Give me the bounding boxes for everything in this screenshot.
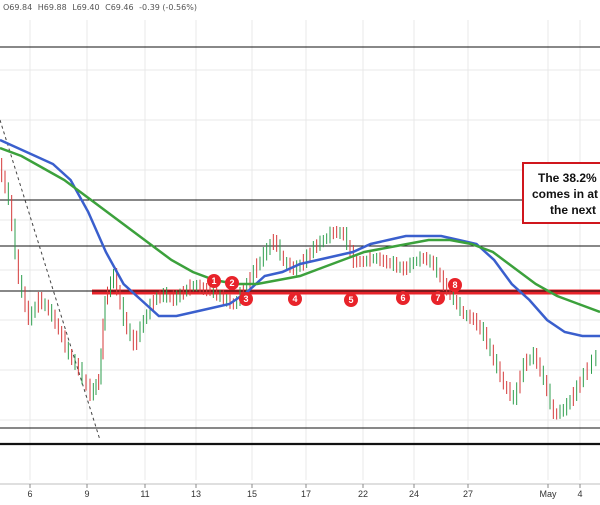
- x-tick-label: 13: [191, 489, 201, 499]
- touch-marker-3: 3: [239, 292, 253, 306]
- touch-marker-dot: [344, 293, 358, 307]
- callout-line-2: comes in at: [532, 187, 598, 201]
- touch-marker-label: 6: [400, 293, 405, 303]
- touch-marker-label: 7: [435, 293, 440, 303]
- ma-slow-line: [0, 146, 600, 314]
- touch-marker-7: 7: [431, 291, 445, 305]
- x-tick-label: 27: [463, 489, 473, 499]
- touch-marker-label: 4: [292, 294, 297, 304]
- callout-box: [522, 162, 600, 224]
- touch-marker-dot: [207, 274, 221, 288]
- x-tick-label: 24: [409, 489, 419, 499]
- x-tick-label: May: [539, 489, 557, 499]
- touch-markers: 1 23 4 5 6 78: [207, 274, 462, 307]
- callout-line-3: the next: [550, 203, 596, 217]
- x-tick-label: 15: [247, 489, 257, 499]
- ohlc-change: -0.39 (-0.56%): [139, 3, 197, 12]
- touch-marker-label: 8: [452, 280, 457, 290]
- fib-callout: The 38.2% comes in at the next: [522, 162, 600, 224]
- x-tick-label: 6: [27, 489, 32, 499]
- touch-marker-dot: [448, 278, 462, 292]
- touch-marker-label: 3: [243, 294, 248, 304]
- touch-marker-1: 1: [207, 274, 221, 288]
- touch-marker-dot: [288, 292, 302, 306]
- touch-marker-8: 8: [448, 278, 462, 292]
- touch-marker-label: 2: [229, 278, 234, 288]
- x-tick-label: 4: [577, 489, 582, 499]
- candlesticks: [1, 158, 597, 420]
- trendline-dashed: [0, 119, 101, 441]
- ohlc-close: C69.46: [105, 3, 134, 12]
- ohlc-low: L69.40: [72, 3, 99, 12]
- moving-average-lines: [0, 138, 600, 338]
- touch-marker-label: 5: [348, 295, 353, 305]
- touch-marker-dot: [225, 276, 239, 290]
- touch-marker-6: 6: [396, 291, 410, 305]
- touch-marker-label: 1: [211, 276, 216, 286]
- x-tick-label: 9: [84, 489, 89, 499]
- touch-marker-4: 4: [288, 292, 302, 306]
- ohlc-high: H69.88: [38, 3, 67, 12]
- x-axis-ticks: 6 9 11 13 15 17 22 24 27 May 4: [27, 484, 583, 499]
- ohlc-readout: O69.84 H69.88 L69.40 C69.46 -0.39 (-0.56…: [3, 3, 197, 12]
- x-tick-label: 11: [140, 489, 149, 499]
- callout-line-1: The 38.2%: [538, 171, 597, 185]
- touch-marker-dot: [239, 292, 253, 306]
- touch-marker-dot: [431, 291, 445, 305]
- touch-marker-dot: [396, 291, 410, 305]
- x-tick-label: 17: [301, 489, 311, 499]
- touch-marker-5: 5: [344, 293, 358, 307]
- chart-grid: [0, 20, 600, 485]
- ohlc-open: O69.84: [3, 3, 32, 12]
- x-tick-label: 22: [358, 489, 368, 499]
- touch-marker-2: 2: [225, 276, 239, 290]
- ma-fast-line: [0, 138, 600, 338]
